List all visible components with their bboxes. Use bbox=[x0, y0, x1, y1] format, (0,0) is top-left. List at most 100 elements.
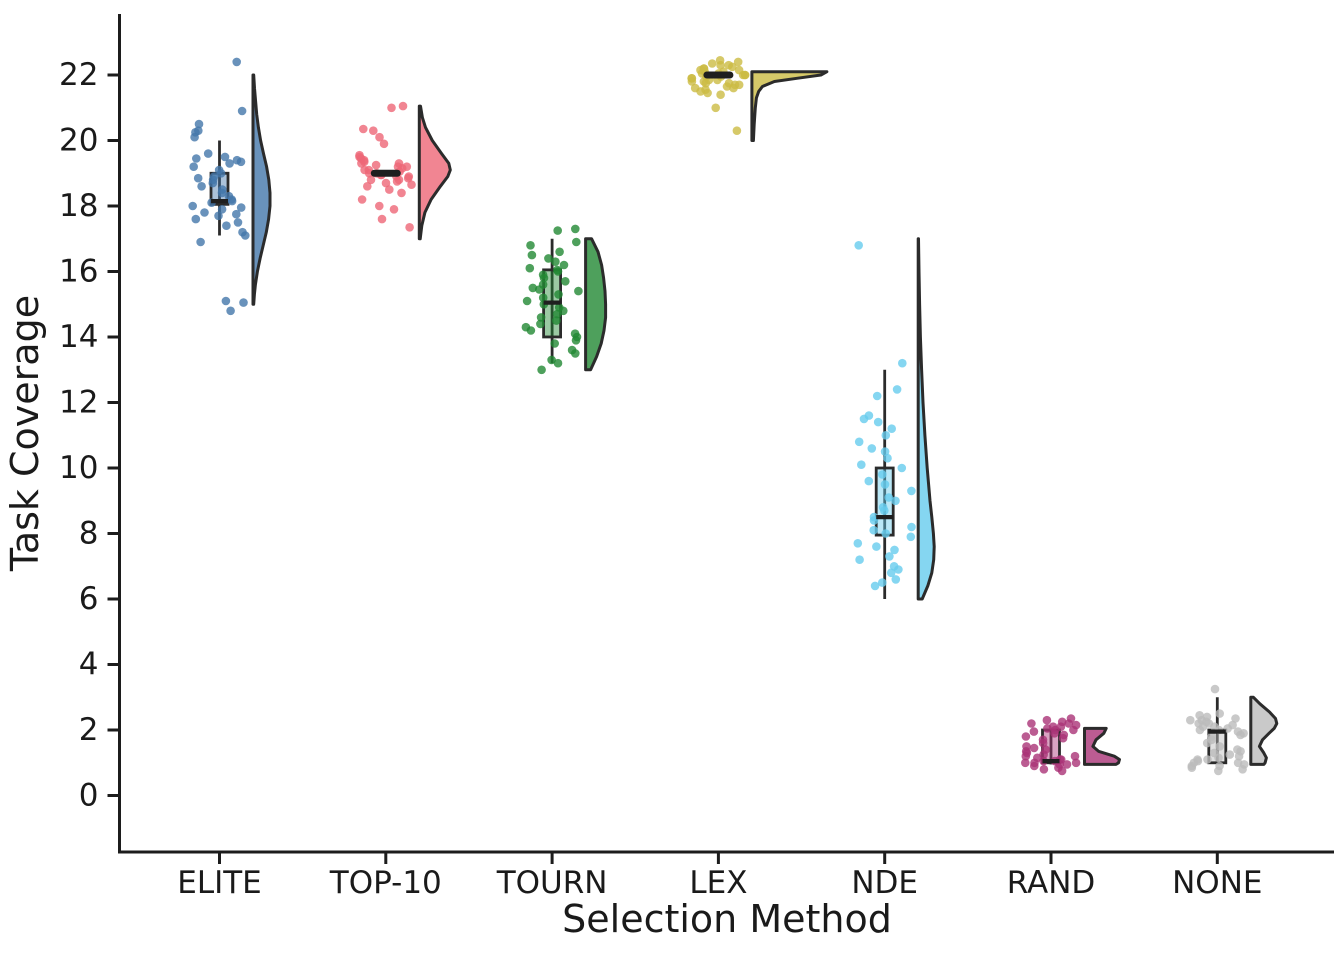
data-point-rand bbox=[1027, 719, 1036, 728]
data-point-rand bbox=[1058, 733, 1068, 743]
data-point-nde bbox=[859, 414, 869, 424]
data-point-none bbox=[1236, 730, 1245, 740]
data-point-tourn bbox=[561, 277, 570, 286]
data-point-nde bbox=[907, 522, 916, 532]
data-point-none bbox=[1214, 766, 1223, 776]
data-point-top-10 bbox=[375, 201, 384, 211]
data-point-rand bbox=[1070, 751, 1080, 761]
data-point-none bbox=[1203, 755, 1212, 764]
data-point-top-10 bbox=[397, 188, 406, 198]
data-point-nde bbox=[892, 385, 902, 394]
data-point-nde bbox=[897, 463, 907, 473]
data-point-elite bbox=[196, 237, 205, 247]
y-tick-label: 20 bbox=[59, 123, 98, 159]
data-point-top-10 bbox=[364, 169, 374, 178]
data-point-tourn bbox=[525, 263, 535, 273]
data-point-rand bbox=[1029, 743, 1039, 753]
data-point-elite bbox=[193, 173, 203, 183]
data-point-tourn bbox=[552, 309, 562, 319]
data-point-none bbox=[1234, 751, 1244, 761]
y-tick-label: 12 bbox=[59, 385, 98, 421]
data-point-nde bbox=[891, 496, 900, 506]
y-tick-label: 10 bbox=[59, 450, 98, 486]
data-point-none bbox=[1215, 709, 1224, 718]
data-point-nde bbox=[872, 542, 881, 551]
data-point-elite bbox=[226, 306, 235, 316]
data-point-elite bbox=[188, 201, 197, 211]
data-point-top-10 bbox=[381, 178, 391, 188]
data-point-elite bbox=[232, 57, 241, 67]
data-point-rand bbox=[1064, 719, 1073, 728]
data-point-tourn bbox=[526, 241, 535, 250]
data-point-rand bbox=[1062, 760, 1072, 769]
data-point-top-10 bbox=[366, 175, 376, 185]
data-point-lex bbox=[732, 126, 742, 135]
data-point-nde bbox=[854, 241, 863, 250]
data-point-nde bbox=[869, 516, 879, 525]
data-point-elite bbox=[208, 178, 218, 188]
data-point-nde bbox=[886, 568, 896, 578]
y-tick-label: 14 bbox=[59, 319, 98, 355]
data-point-lex bbox=[701, 78, 711, 88]
data-point-nde bbox=[881, 431, 891, 440]
data-point-top-10 bbox=[379, 139, 389, 149]
data-point-rand bbox=[1021, 751, 1031, 761]
data-point-tourn bbox=[554, 290, 563, 299]
data-point-none bbox=[1210, 684, 1220, 694]
data-point-none bbox=[1238, 765, 1247, 774]
plot-area: 0 2 4 6 8 10 12 14 16 18 20 22 ELITE TOP-10 TOURN LEX ND… bbox=[59, 14, 1334, 901]
data-point-elite bbox=[221, 296, 231, 306]
data-point-lex bbox=[703, 88, 712, 98]
half-violin-tourn bbox=[584, 237, 608, 372]
data-point-rand bbox=[1057, 766, 1067, 776]
data-point-tourn bbox=[536, 319, 545, 329]
data-point-rand bbox=[1021, 758, 1030, 768]
data-point-nde bbox=[898, 358, 907, 368]
x-tick-label-LEX: LEX bbox=[689, 865, 747, 901]
data-point-nde bbox=[891, 575, 901, 584]
data-point-top-10 bbox=[389, 205, 399, 214]
data-point-nde bbox=[872, 391, 882, 401]
data-point-nde bbox=[869, 525, 878, 535]
y-tick-label: 6 bbox=[79, 581, 99, 617]
data-point-lex bbox=[687, 77, 697, 86]
data-point-elite bbox=[236, 157, 246, 167]
data-point-top-10 bbox=[385, 185, 394, 194]
data-point-top-10 bbox=[357, 195, 367, 204]
data-point-rand bbox=[1042, 715, 1052, 725]
data-point-lex bbox=[733, 57, 743, 67]
data-point-nde bbox=[907, 486, 916, 496]
data-point-tourn bbox=[537, 365, 546, 375]
data-point-elite bbox=[220, 152, 230, 162]
y-axis-label: Task Coverage bbox=[3, 295, 47, 572]
data-point-top-10 bbox=[371, 160, 381, 170]
data-point-elite bbox=[203, 149, 213, 158]
data-point-nde bbox=[853, 539, 863, 548]
data-point-elite bbox=[236, 203, 246, 212]
data-point-tourn bbox=[571, 224, 580, 234]
half-violin-elite bbox=[251, 73, 272, 306]
data-point-top-10 bbox=[398, 101, 408, 111]
half-violin-rand bbox=[1083, 726, 1121, 766]
data-point-tourn bbox=[555, 247, 564, 257]
data-point-rand bbox=[1071, 758, 1081, 768]
data-point-lex bbox=[716, 90, 725, 99]
data-point-elite bbox=[232, 209, 241, 219]
data-point-nde bbox=[880, 506, 889, 515]
data-point-lex bbox=[738, 70, 748, 80]
data-point-nde bbox=[894, 565, 903, 574]
data-point-rand bbox=[1050, 729, 1059, 738]
data-point-lex bbox=[728, 62, 737, 72]
data-point-nde bbox=[867, 444, 877, 453]
data-point-top-10 bbox=[407, 180, 416, 189]
data-point-elite bbox=[227, 196, 237, 206]
data-point-lex bbox=[716, 60, 725, 70]
data-point-tourn bbox=[547, 355, 556, 365]
data-point-nde bbox=[881, 529, 890, 538]
data-point-rand bbox=[1043, 724, 1052, 733]
data-point-top-10 bbox=[403, 173, 413, 183]
data-point-nde bbox=[887, 424, 896, 434]
data-point-nde bbox=[906, 532, 916, 542]
y-tick-label: 22 bbox=[59, 57, 98, 93]
data-point-nde bbox=[864, 476, 874, 486]
